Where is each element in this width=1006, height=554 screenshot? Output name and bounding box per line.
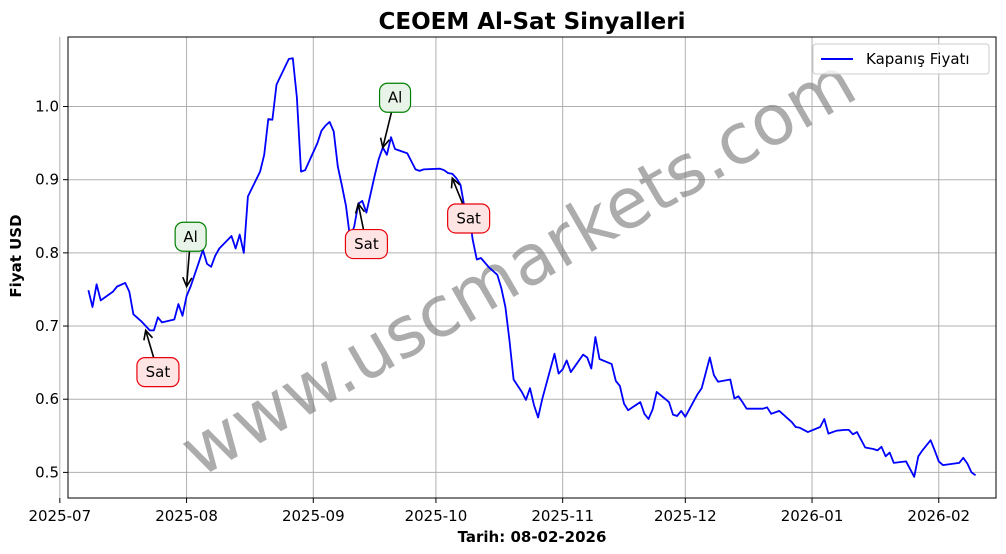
annotation-box xyxy=(174,221,207,252)
annotation-box xyxy=(378,82,412,113)
annotation-label: Al xyxy=(388,89,402,107)
sell-annotation: Sat xyxy=(447,176,491,234)
watermark-text: www.uscmarkets.com xyxy=(167,40,869,493)
annotation-arrow-head xyxy=(182,276,193,289)
x-tick-label: 2026-01 xyxy=(781,507,844,525)
legend: Kapanış Fiyatı xyxy=(812,43,990,75)
annotation-label: Sat xyxy=(354,235,379,253)
annotations: Sat Al Sat Al Sat xyxy=(136,82,491,388)
y-tick-label: 0.9 xyxy=(35,171,59,189)
x-tick-label: 2025-08 xyxy=(155,507,218,525)
series-layer xyxy=(87,57,977,478)
y-axis-label: Fiyat USD xyxy=(7,214,25,297)
annotation-box xyxy=(136,357,180,388)
y-axis: 0.5 0.6 0.7 0.8 0.9 1.0 xyxy=(35,98,68,481)
y-tick-label: 1.0 xyxy=(35,98,59,116)
annotation-arrow-shaft xyxy=(357,205,365,230)
x-tick-label: 2025-07 xyxy=(28,507,91,525)
legend-label: Kapanış Fiyatı xyxy=(866,50,970,68)
grid xyxy=(59,37,996,498)
y-tick-label: 0.6 xyxy=(35,390,59,408)
x-tick-label: 2026-02 xyxy=(907,507,970,525)
buy-annotation: Al xyxy=(378,82,412,150)
y-tick-label: 0.8 xyxy=(35,244,59,262)
annotation-box xyxy=(447,203,491,234)
x-axis: 2025-07 2025-08 2025-09 2025-10 2025-11 2025-… xyxy=(28,498,970,525)
sell-annotation: Sat xyxy=(344,202,389,260)
x-tick-label: 2025-11 xyxy=(531,507,594,525)
annotation-arrow-shaft xyxy=(382,112,393,146)
annotation-label: Sat xyxy=(456,209,481,227)
x-tick-label: 2025-09 xyxy=(282,507,345,525)
plot-frame xyxy=(67,36,997,499)
annotation-arrow-shaft xyxy=(185,251,191,285)
x-tick-label: 2025-10 xyxy=(405,507,468,525)
annotation-arrow-head xyxy=(450,176,461,189)
x-axis-label: Tarih: 08-02-2026 xyxy=(458,528,607,546)
y-tick-label: 0.5 xyxy=(35,463,59,481)
annotation-arrow-head xyxy=(354,202,366,214)
annotation-arrow-head xyxy=(379,137,390,150)
annotation-label: Al xyxy=(183,228,197,246)
legend-box xyxy=(812,43,990,75)
x-tick-label: 2025-12 xyxy=(654,507,717,525)
series-line xyxy=(87,57,977,478)
watermark: www.uscmarkets.com xyxy=(167,40,869,493)
y-tick-label: 0.7 xyxy=(35,317,59,335)
annotation-arrow-head xyxy=(143,328,154,341)
annotation-label: Sat xyxy=(146,363,171,381)
chart-title: CEOEM Al-Sat Sinyalleri xyxy=(379,9,686,35)
annotation-arrow-shaft xyxy=(145,332,155,358)
sell-annotation: Sat xyxy=(136,328,180,388)
annotation-box xyxy=(344,228,389,260)
annotation-arrow-shaft xyxy=(452,179,464,205)
buy-annotation: Al xyxy=(174,221,207,289)
